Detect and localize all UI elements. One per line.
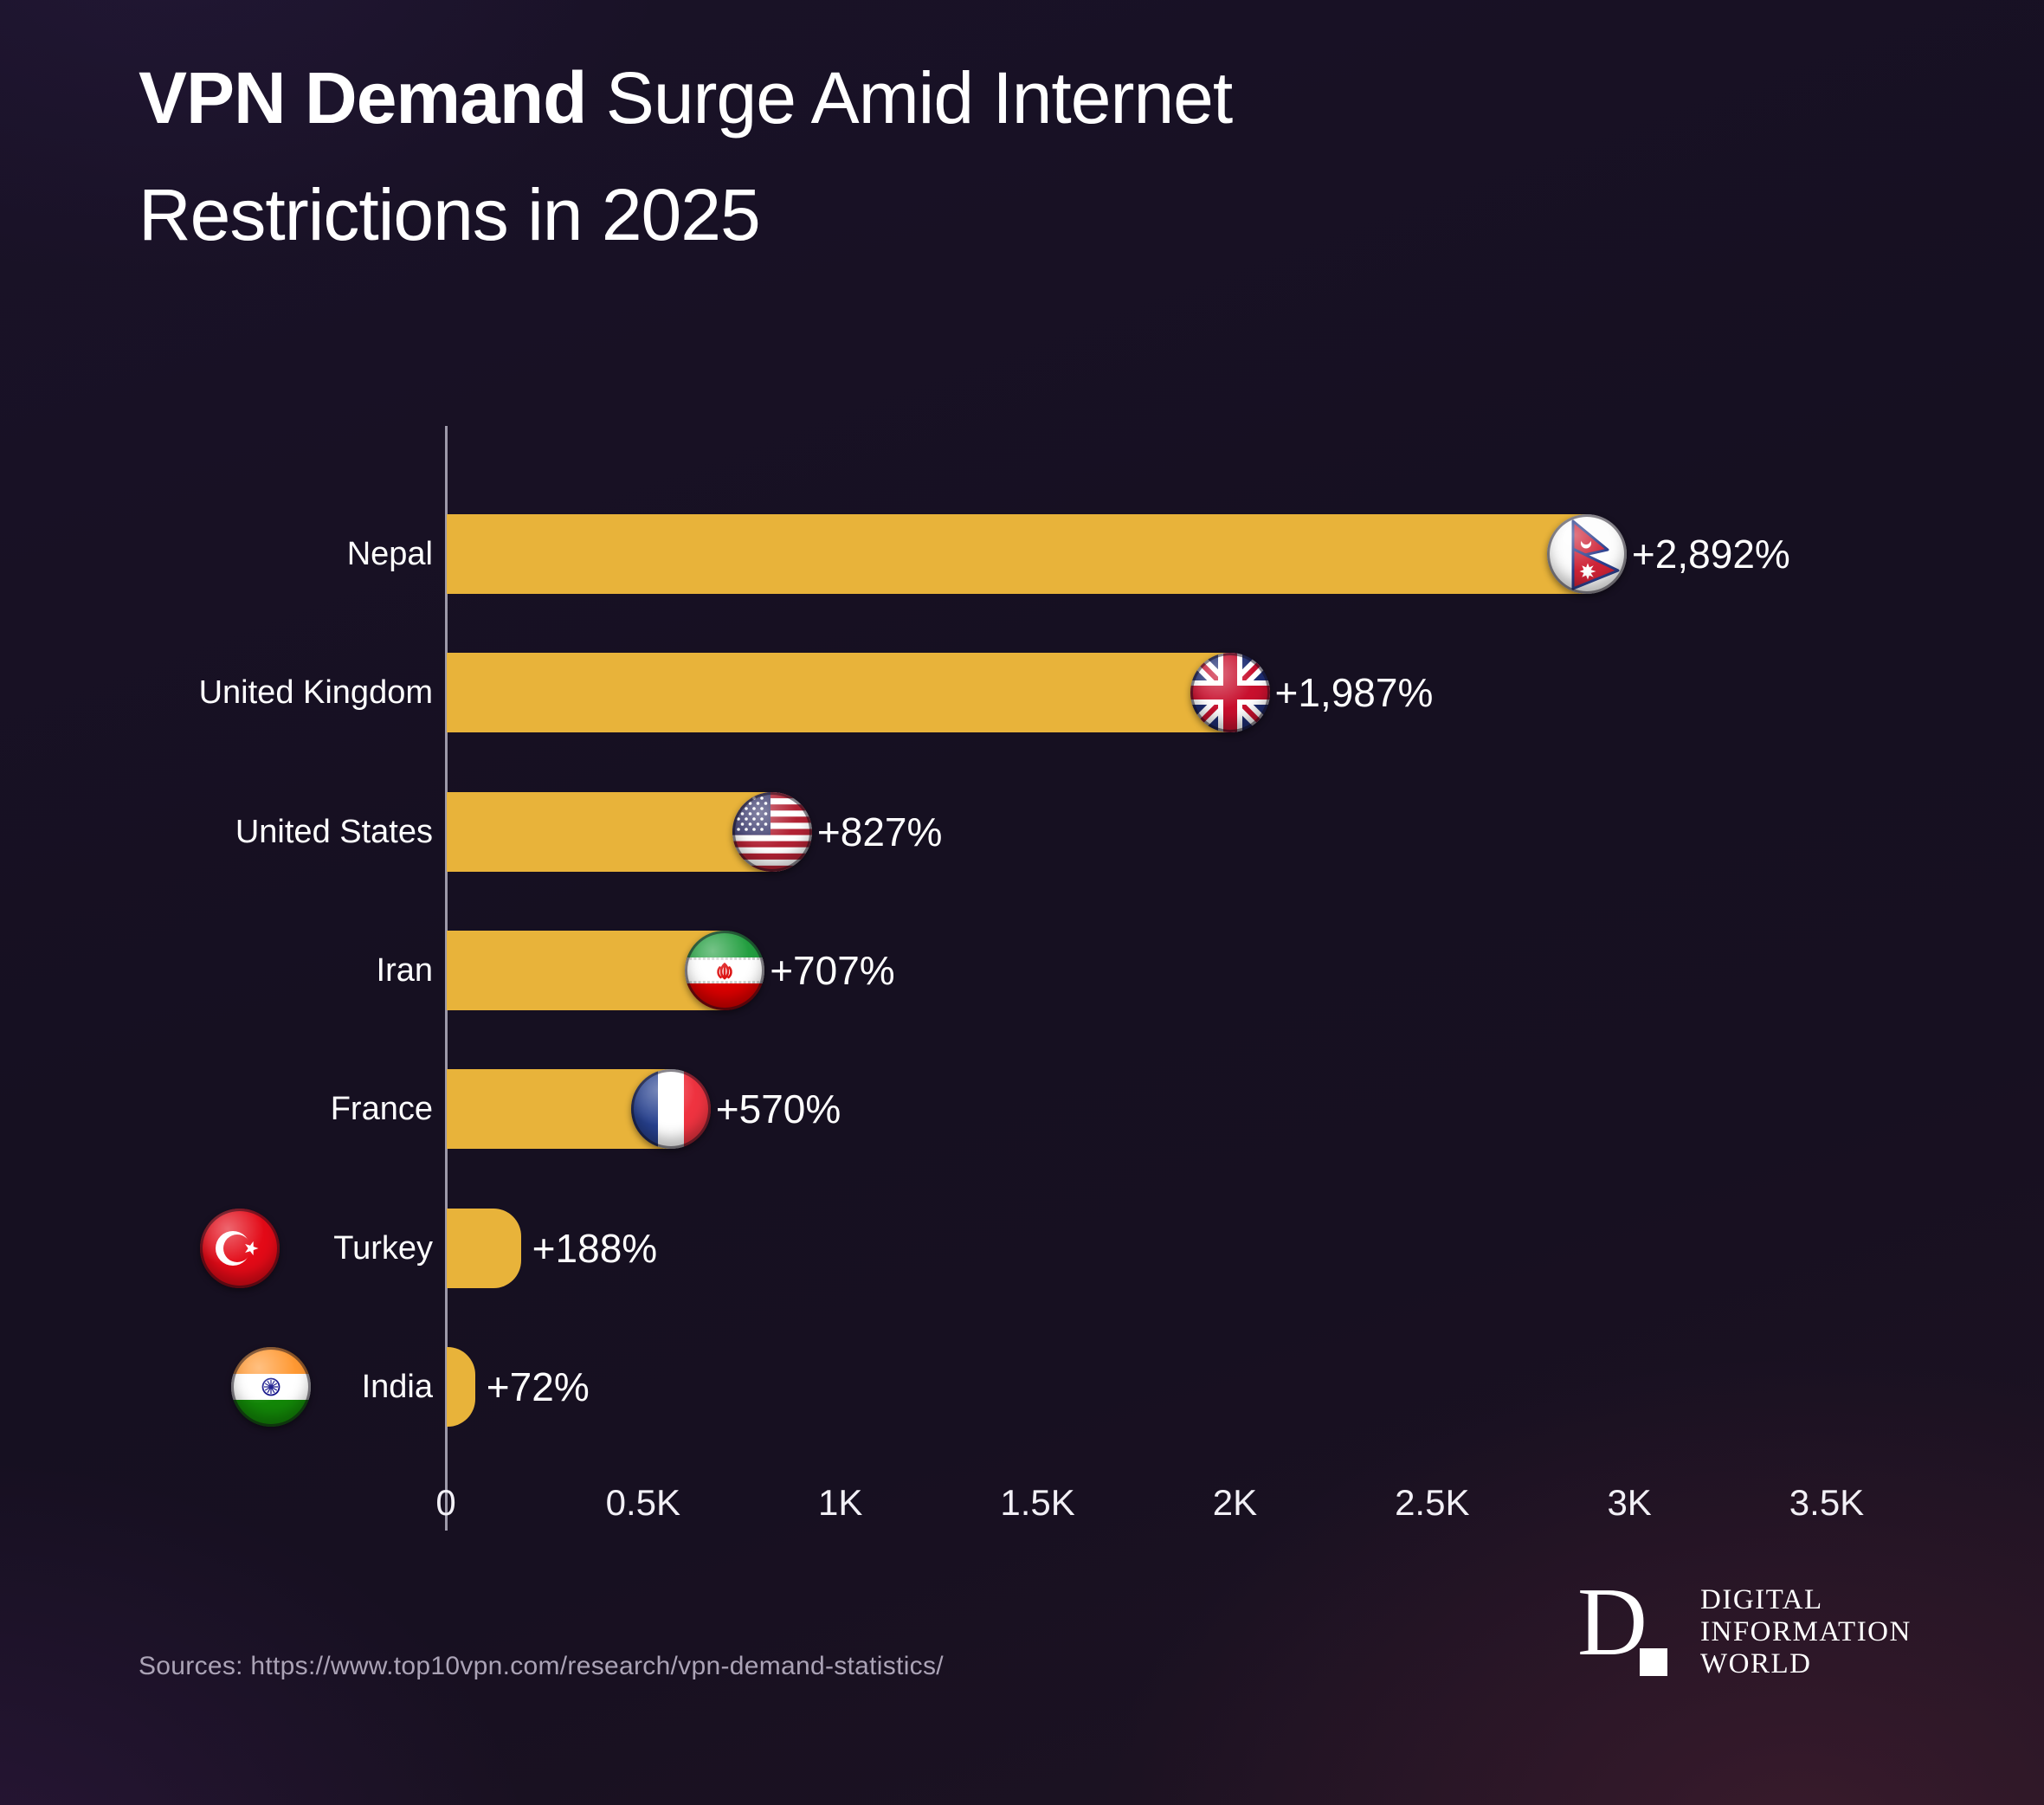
value-label: +72% — [486, 1364, 590, 1409]
source-text: Sources: https://www.top10vpn.com/resear… — [139, 1652, 944, 1680]
title-line1-rest: Surge Amid Internet — [586, 57, 1233, 139]
x-axis: 0 0.5K 1K 1.5K 2K 2.5K 3K 3.5K — [435, 1482, 1864, 1534]
demand-bar — [447, 653, 1231, 732]
demand-bar — [447, 1347, 475, 1427]
x-tick: 2K — [1212, 1482, 1258, 1523]
country-label: United Kingdom — [198, 674, 433, 711]
country-label: France — [330, 1091, 433, 1127]
logo-square-icon — [1640, 1648, 1667, 1676]
country-label: Nepal — [346, 536, 433, 572]
x-tick: 1K — [818, 1482, 863, 1523]
logo-wordmark: DIGITAL INFORMATION WORLD — [1700, 1584, 1912, 1680]
chart-row: United States — [0, 792, 2044, 872]
demand-bar — [447, 792, 773, 872]
value-label: +827% — [816, 809, 943, 854]
country-label: Iran — [376, 952, 433, 989]
diw-logo: D DIGITAL INFORMATION WORLD — [1577, 1574, 1912, 1681]
value-label: +707% — [770, 948, 895, 993]
iran-flag-icon — [685, 931, 765, 1010]
logo-line: DIGITAL — [1700, 1584, 1823, 1615]
chart-row: India +72% — [0, 1347, 2044, 1427]
india-flag-icon — [231, 1347, 311, 1427]
country-label: Turkey — [333, 1230, 433, 1267]
x-tick: 2.5K — [1395, 1482, 1470, 1523]
us-flag-icon — [732, 792, 812, 872]
chart-row: Iran +707% — [0, 931, 2044, 1010]
x-tick: 3.5K — [1789, 1482, 1865, 1523]
x-tick: 0 — [435, 1482, 456, 1523]
value-label: +188% — [532, 1226, 658, 1271]
country-label: United States — [235, 814, 433, 850]
title-highlight: VPN Demand — [139, 57, 587, 139]
demand-bar — [447, 931, 726, 1010]
logo-line: INFORMATION — [1700, 1616, 1912, 1647]
demand-bar — [447, 514, 1588, 594]
nepal-flag-icon — [1546, 514, 1627, 594]
value-label: +2,892% — [1631, 532, 1790, 577]
logo-monogram: D — [1577, 1574, 1681, 1681]
country-label: India — [361, 1369, 433, 1405]
title-line-2: Restrictions in 2025 — [139, 174, 761, 255]
chart-row: France +570% — [0, 1069, 2044, 1149]
demand-bar — [447, 1209, 521, 1288]
logo-d-letter: D — [1577, 1569, 1647, 1676]
uk-flag-icon — [1190, 653, 1270, 732]
y-axis-line — [445, 426, 448, 1531]
logo-line: WORLD — [1700, 1648, 1812, 1679]
x-tick: 3K — [1607, 1482, 1652, 1523]
title-line-1: VPN Demand Surge Amid Internet — [139, 40, 1233, 157]
chart-row: United Kingdom +1,987% — [0, 653, 2044, 732]
x-tick: 0.5K — [605, 1482, 681, 1523]
x-tick: 1.5K — [1000, 1482, 1075, 1523]
france-flag-icon — [630, 1069, 711, 1149]
page-title: VPN Demand Surge Amid Internet Restricti… — [139, 40, 1233, 274]
value-label: +1,987% — [1274, 670, 1434, 715]
value-label: +570% — [715, 1086, 841, 1131]
turkey-flag-icon — [200, 1209, 280, 1288]
chart-row: Turkey +188% — [0, 1209, 2044, 1288]
chart-row: Nepal +2,892% — [0, 514, 2044, 594]
